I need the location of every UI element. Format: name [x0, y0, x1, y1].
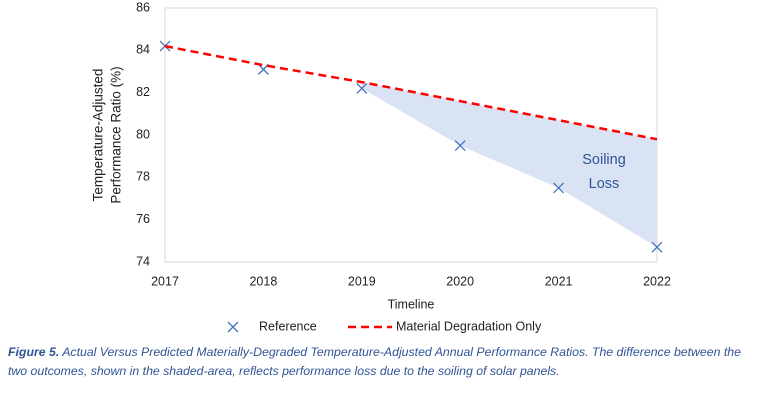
y-tick-label: 86	[136, 0, 150, 14]
legend-marker	[227, 321, 239, 333]
marker	[257, 63, 269, 75]
y-axis-title: Temperature-Adjusted	[91, 69, 106, 202]
y-tick-label: 78	[136, 170, 150, 184]
y-tick-label: 84	[136, 43, 150, 57]
plot-frame	[164, 7, 658, 263]
y-axis-title: Performance Ratio (%)	[109, 66, 124, 203]
x-tick-label: 2021	[545, 274, 573, 288]
shaded-area	[361, 82, 657, 248]
x-tick-label: 2019	[348, 274, 376, 288]
y-tick-label: 82	[136, 85, 150, 99]
caption-text: Actual Versus Predicted Materially-Degra…	[8, 345, 741, 378]
x-tick-label: 2022	[643, 274, 671, 288]
x-tick-label: 2017	[151, 274, 179, 288]
y-tick-label: 76	[136, 212, 150, 226]
series-line	[164, 44, 658, 141]
marker	[553, 182, 565, 194]
x-axis-title: Timeline	[388, 297, 435, 311]
marker	[356, 82, 368, 94]
caption-label: Figure 5.	[8, 345, 60, 359]
y-tick-label: 74	[136, 254, 150, 268]
x-tick-label: 2018	[249, 274, 277, 288]
annotation: Loss	[589, 176, 620, 192]
caption: Figure 5. Actual Versus Predicted Materi…	[8, 343, 756, 381]
x-tick-label: 2020	[446, 274, 474, 288]
legend-label: Reference	[259, 319, 317, 333]
y-tick-label: 80	[136, 127, 150, 141]
marker	[651, 241, 663, 253]
legend-label: Material Degradation Only	[396, 319, 542, 333]
marker	[454, 140, 466, 152]
chart: Timeline Temperature-Adjusted Performanc…	[91, 0, 671, 333]
annotation: Soiling	[582, 152, 626, 168]
